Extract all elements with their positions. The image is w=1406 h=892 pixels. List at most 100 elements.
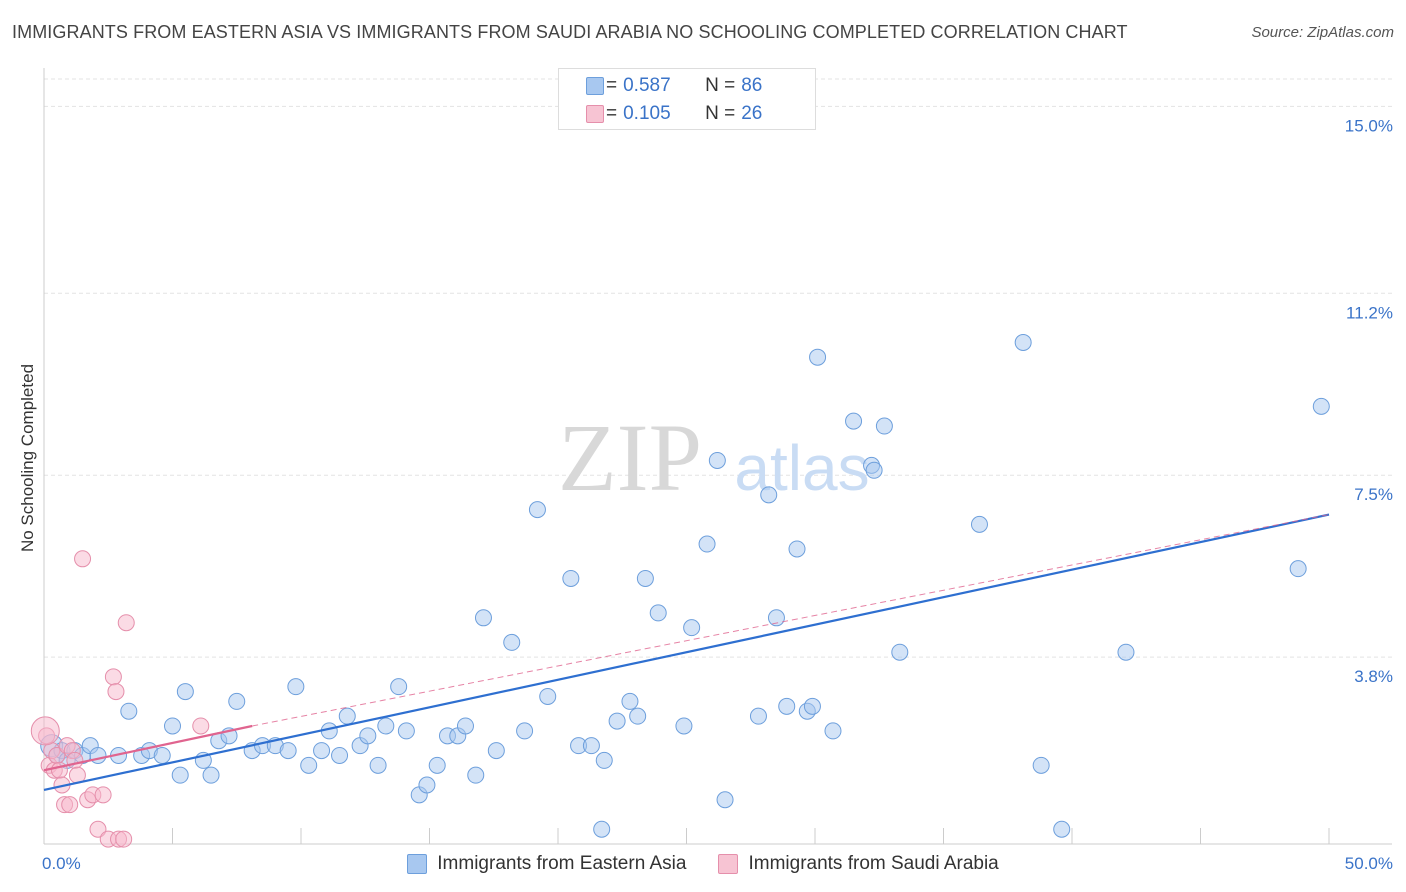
scatter-point [649, 604, 667, 622]
scatter-point [171, 766, 189, 784]
scatter-point [716, 791, 734, 809]
trend-line [43, 724, 253, 772]
scatter-point [788, 540, 806, 558]
scatter-point [300, 756, 318, 774]
scatter-point [279, 742, 297, 760]
scatter-point [202, 766, 220, 784]
scatter-point [593, 820, 611, 838]
x-tick-label: 50.0% [1345, 854, 1393, 873]
trend-line-dashed [252, 514, 1330, 727]
scatter-point [107, 683, 125, 701]
scatter-point [377, 717, 395, 735]
scatter-point [313, 742, 331, 760]
chart-title: IMMIGRANTS FROM EASTERN ASIA VS IMMIGRAN… [12, 22, 1128, 42]
scatter-point [503, 633, 521, 651]
y-tick-label: 15.0% [1345, 116, 1393, 135]
scatter-point [89, 746, 107, 764]
legend-item-eastern-asia: Immigrants from Eastern Asia [407, 853, 686, 875]
watermark-atlas: atlas [734, 432, 869, 504]
scatter-point [824, 722, 842, 740]
scatter-point [228, 692, 246, 710]
legend-swatch-pink [718, 854, 739, 874]
scatter-point [331, 746, 349, 764]
legend-swatch-pink [586, 105, 604, 123]
trend-line [43, 513, 1330, 791]
scatter-point [875, 417, 893, 435]
scatter-point [528, 501, 546, 519]
scatter-point [120, 702, 138, 720]
scatter-point [428, 756, 446, 774]
scatter-point [760, 486, 778, 504]
scatter-point [1312, 397, 1330, 415]
scatter-point [1014, 333, 1032, 351]
scatter-point [865, 461, 883, 479]
scatter-point [698, 535, 716, 553]
legend-n-value: 86 [741, 75, 763, 96]
scatter-point [487, 742, 505, 760]
legend-swatch-blue [586, 77, 604, 95]
scatter-point [104, 668, 122, 686]
legend-n-label: N = [705, 75, 736, 96]
x-tick-label: 0.0% [42, 854, 81, 873]
scatter-point [164, 717, 181, 735]
legend-n-value: 26 [741, 103, 763, 124]
y-tick-label: 7.5% [1354, 485, 1393, 504]
scatter-point [708, 451, 726, 469]
scatter-point [595, 751, 613, 769]
legend-series: Immigrants from Eastern Asia Immigrants … [0, 849, 1406, 879]
legend-swatch-blue [407, 854, 428, 874]
scatter-point [467, 766, 485, 784]
scatter-point [176, 683, 194, 701]
scatter-point [809, 348, 827, 366]
scatter-point [192, 717, 210, 735]
scatter-point [456, 717, 474, 735]
y-tick-label: 11.2% [1346, 303, 1393, 322]
scatter-point [61, 796, 79, 814]
scatter-point [675, 717, 693, 735]
legend-r-value: 0.587 [623, 75, 671, 96]
source-label: Source: ZipAtlas.com [1251, 24, 1394, 41]
scatter-point [629, 707, 647, 725]
scatter-point [1289, 560, 1307, 578]
scatter-point [891, 643, 909, 661]
legend-row-saudi-arabia: R = 0.105 N = 26 [586, 101, 763, 127]
scatter-point [117, 614, 135, 632]
scatter-point [970, 515, 988, 533]
scatter-point [369, 756, 387, 774]
scatter-point [562, 569, 580, 587]
y-axis-label: No Schooling Completed [18, 363, 37, 553]
scatter-point [1053, 820, 1071, 838]
scatter-point [359, 727, 377, 745]
legend-label-eastern-asia: Immigrants from Eastern Asia [437, 853, 687, 874]
scatter-point [89, 820, 107, 838]
scatter-point [767, 609, 785, 627]
legend-item-saudi-arabia: Immigrants from Saudi Arabia [718, 853, 999, 875]
scatter-point [418, 776, 436, 794]
scatter-point [66, 751, 84, 769]
scatter-point [636, 569, 654, 587]
scatter-point [749, 707, 767, 725]
legend-n-label: N = [705, 103, 736, 124]
scatter-point [115, 830, 133, 848]
scatter-point [778, 697, 796, 715]
scatter-point [1117, 643, 1135, 661]
scatter-point [153, 746, 171, 764]
scatter-point [1032, 756, 1050, 774]
scatter-point [74, 550, 92, 568]
scatter-point [50, 761, 68, 779]
scatter-point [474, 609, 492, 627]
legend-label-saudi-arabia: Immigrants from Saudi Arabia [748, 853, 999, 874]
scatter-point [845, 412, 863, 430]
scatter-point [338, 707, 356, 725]
y-tick-label: 3.8% [1354, 667, 1393, 686]
legend-stats: R = 0.587 N = 86 R = 0.105 N = 26 [558, 68, 816, 130]
scatter-point [539, 687, 557, 705]
scatter-point [621, 692, 639, 710]
scatter-point [803, 697, 821, 715]
scatter-point [390, 678, 408, 696]
scatter-point [516, 722, 534, 740]
legend-row-eastern-asia: R = 0.587 N = 86 [586, 73, 763, 99]
scatter-point [30, 716, 60, 746]
scatter-point [608, 712, 626, 730]
